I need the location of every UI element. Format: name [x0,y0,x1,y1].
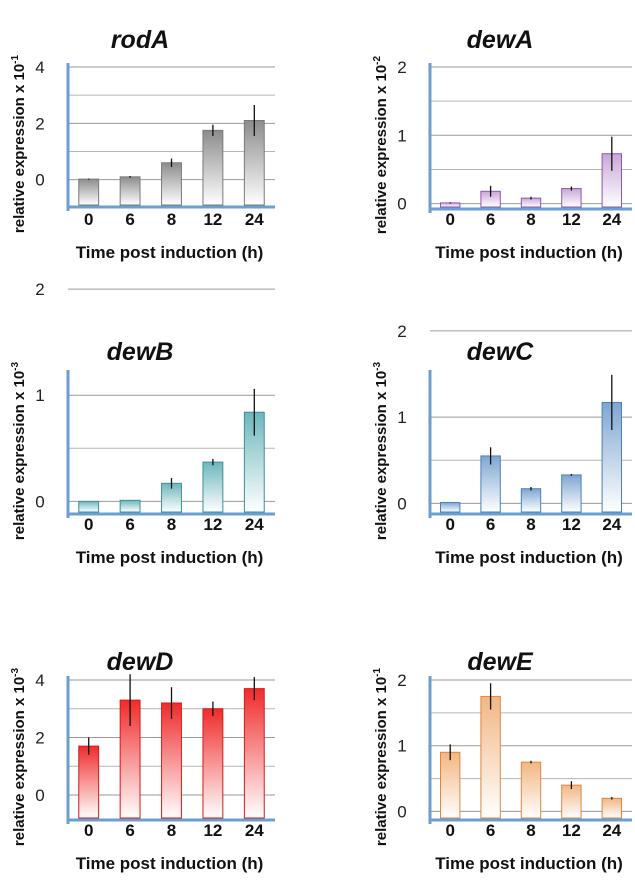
bar-dewE-0 [440,751,461,819]
y-tick-label: 1 [397,408,406,427]
x-axis-label: Time post induction (h) [76,854,264,873]
y-axis-exponent: -1 [10,54,21,63]
x-tick-label: 8 [167,210,176,229]
y-axis-exponent: -3 [10,361,21,370]
x-tick-label: 6 [125,210,134,229]
y-axis-label: relative expression x 10-3 [10,361,28,540]
x-axis-label: Time post induction (h) [76,548,264,567]
bar-dewB-0 [78,500,100,513]
y-tick-label: 2 [397,58,406,77]
bar-rodA-6 [119,176,141,206]
y-axis-exponent: -1 [372,667,383,676]
y-tick-label: 1 [397,737,406,756]
y-tick-label: 2 [397,322,406,341]
y-tick-label: 0 [397,195,406,214]
bar-dewD-24 [243,688,265,819]
x-tick-label: 24 [245,821,264,840]
bar-rodA-12 [202,129,224,206]
x-axis-label: Time post induction (h) [76,243,264,262]
bar-dewD-8 [161,702,182,819]
x-tick-label: 24 [245,210,264,229]
x-tick-label: 0 [84,821,93,840]
chart-title: dewC [467,338,535,366]
y-tick-label: 0 [397,494,406,513]
bar-rodA-8 [161,162,182,206]
y-axis-label: relative expression x 10-3 [372,361,390,540]
y-tick-label: 2 [35,729,44,748]
y-axis-exponent: -2 [372,55,383,64]
x-tick-label: 12 [203,821,222,840]
y-axis-exponent: -3 [10,667,21,676]
y-tick-label: 0 [397,802,406,821]
x-tick-label: 24 [602,821,621,840]
x-axis-label: Time post induction (h) [435,854,623,873]
x-tick-label: 12 [562,515,581,534]
x-tick-label: 24 [245,515,264,534]
x-axis-label: Time post induction (h) [435,243,623,262]
chart-title: dewB [107,338,174,366]
x-tick-label: 8 [167,515,176,534]
x-tick-label: 8 [526,515,535,534]
chart-title: dewA [467,26,534,54]
chart-title: dewD [107,648,174,676]
bar-dewC-12 [561,474,582,513]
chart-title: dewE [467,648,534,676]
chart-title: rodA [111,26,169,54]
x-tick-label: 24 [602,515,621,534]
y-tick-label: 2 [35,114,44,133]
x-tick-label: 12 [203,210,222,229]
bar-dewE-12 [561,784,582,819]
y-axis-label: relative expression x 10-1 [10,54,28,233]
x-tick-label: 12 [203,515,222,534]
y-axis-label: relative expression x 10-1 [372,667,390,846]
y-axis-label: relative expression x 10-3 [10,667,28,846]
bar-dewD-0 [78,745,100,819]
x-tick-label: 6 [486,210,495,229]
x-tick-label: 8 [526,210,535,229]
y-axis-exponent: -3 [372,361,383,370]
bar-dewE-8 [520,761,542,819]
x-tick-label: 8 [167,821,176,840]
x-tick-label: 0 [84,515,93,534]
y-tick-label: 0 [35,171,44,190]
x-axis-label: Time post induction (h) [435,548,623,567]
x-tick-label: 6 [486,821,495,840]
y-tick-label: 4 [35,671,44,690]
bar-dewC-8 [520,488,542,513]
y-tick-label: 0 [35,786,44,805]
x-tick-label: 0 [84,210,93,229]
bar-dewE-6 [480,695,501,819]
bar-dewD-12 [202,708,224,819]
x-tick-label: 12 [562,210,581,229]
bar-dewA-12 [561,188,582,208]
bar-dewB-12 [202,461,224,513]
y-tick-label: 1 [397,126,406,145]
x-tick-label: 12 [562,821,581,840]
y-tick-label: 0 [35,492,44,511]
x-tick-label: 6 [125,821,134,840]
x-tick-label: 6 [486,515,495,534]
y-axis-label: relative expression x 10-2 [372,55,390,234]
bar-rodA-0 [78,178,100,206]
bar-dewC-0 [440,502,461,513]
x-tick-label: 0 [445,515,454,534]
x-tick-label: 0 [445,210,454,229]
y-tick-label: 2 [397,671,406,690]
x-tick-label: 8 [526,821,535,840]
y-tick-label: 4 [35,58,44,77]
x-tick-label: 6 [125,515,134,534]
bar-dewB-6 [119,499,141,513]
y-tick-label: 2 [35,280,44,299]
x-tick-label: 0 [445,821,454,840]
bar-dewE-24 [601,797,622,819]
y-tick-label: 1 [35,386,44,405]
x-tick-label: 24 [602,210,621,229]
